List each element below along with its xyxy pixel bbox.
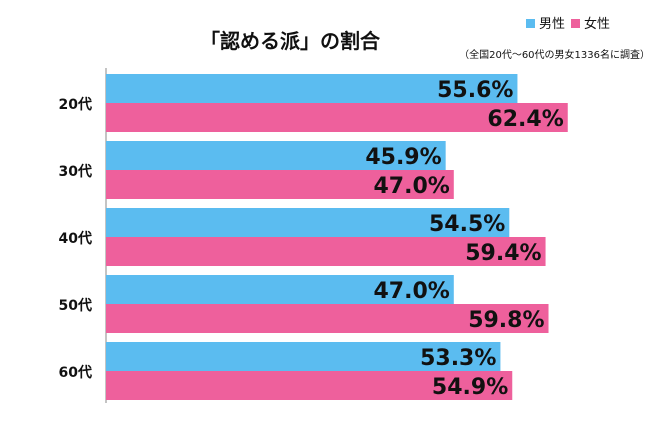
category-labels: 20代 30代 40代 50代 60代	[59, 96, 92, 381]
bar-male	[106, 342, 501, 371]
bar-value-label: 54.9%	[432, 375, 508, 400]
bar-value-label: 59.4%	[465, 241, 541, 266]
bar-female	[106, 170, 454, 199]
bar-male	[106, 141, 446, 170]
bar-female	[106, 371, 513, 400]
category-label: 20代	[59, 96, 92, 113]
bar-male	[106, 208, 510, 237]
legend: 男性 女性	[526, 16, 610, 32]
category-label: 50代	[59, 297, 92, 314]
legend-label-female: 女性	[584, 16, 610, 32]
legend-label-male: 男性	[539, 17, 565, 32]
bar-male	[106, 74, 518, 103]
bar-female	[106, 237, 546, 266]
bar-male	[106, 275, 454, 304]
bar-value-label: 47.0%	[373, 174, 449, 199]
chart-title: 「認める派」の割合	[200, 29, 381, 53]
bar-value-label: 54.5%	[429, 212, 505, 237]
bar-value-label: 47.0%	[373, 279, 449, 304]
legend-swatch-male	[526, 19, 535, 28]
category-label: 30代	[59, 163, 92, 180]
bar-value-label: 53.3%	[420, 346, 496, 371]
bar-value-label: 59.8%	[468, 308, 544, 333]
bar-value-label: 62.4%	[487, 107, 563, 132]
category-label: 40代	[59, 230, 92, 247]
bar-value-label: 55.6%	[437, 78, 513, 103]
legend-swatch-female	[571, 19, 580, 28]
bar-female	[106, 103, 568, 132]
bar-value-label: 45.9%	[365, 145, 441, 170]
bars-group: 55.6% 62.4% 45.9% 47.0% 54.5% 59.4% 47.0% 59.8%…	[106, 74, 568, 400]
bar-female	[106, 304, 549, 333]
survey-note: （全国20代〜60代の男女1336名に調査）	[459, 48, 650, 61]
category-label: 60代	[59, 364, 92, 381]
